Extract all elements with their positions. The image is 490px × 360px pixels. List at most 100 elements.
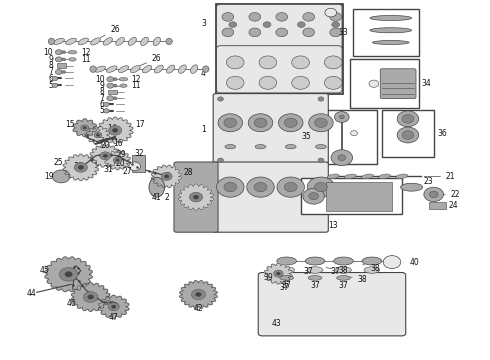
Text: 7: 7: [48, 68, 53, 77]
Circle shape: [226, 76, 244, 89]
Circle shape: [259, 76, 277, 89]
Bar: [216, 4, 343, 94]
Circle shape: [164, 175, 169, 178]
Circle shape: [194, 195, 198, 199]
Circle shape: [113, 84, 117, 87]
Circle shape: [226, 56, 244, 69]
Text: 6: 6: [48, 74, 53, 83]
Ellipse shape: [225, 144, 236, 149]
Circle shape: [107, 83, 114, 88]
Ellipse shape: [334, 257, 353, 265]
Text: 37: 37: [279, 284, 289, 292]
Ellipse shape: [120, 84, 127, 87]
Circle shape: [103, 102, 109, 107]
Circle shape: [108, 303, 119, 311]
Text: 19: 19: [44, 172, 54, 181]
Text: 38: 38: [326, 266, 348, 275]
Ellipse shape: [53, 39, 64, 44]
Circle shape: [62, 51, 66, 54]
Text: 22: 22: [443, 190, 460, 199]
Circle shape: [55, 69, 62, 75]
Circle shape: [273, 270, 283, 277]
Circle shape: [330, 13, 342, 21]
Circle shape: [303, 188, 324, 204]
Ellipse shape: [191, 65, 198, 73]
FancyBboxPatch shape: [213, 162, 328, 232]
Ellipse shape: [69, 58, 76, 61]
Text: 9: 9: [48, 55, 53, 64]
Circle shape: [263, 22, 271, 27]
Ellipse shape: [305, 257, 325, 265]
Circle shape: [324, 76, 342, 89]
Text: 13: 13: [328, 221, 338, 230]
Circle shape: [249, 28, 261, 37]
Ellipse shape: [149, 177, 165, 197]
Polygon shape: [86, 126, 110, 144]
Circle shape: [52, 170, 70, 183]
Text: 45: 45: [39, 266, 49, 275]
Ellipse shape: [119, 66, 129, 72]
Circle shape: [424, 187, 443, 202]
Text: 33: 33: [338, 28, 348, 37]
Circle shape: [107, 96, 114, 101]
Circle shape: [303, 28, 315, 37]
Circle shape: [315, 183, 327, 192]
Circle shape: [249, 13, 261, 21]
Text: 37: 37: [277, 267, 287, 276]
Ellipse shape: [285, 144, 296, 149]
Text: 6: 6: [99, 100, 104, 109]
Text: 35: 35: [301, 132, 311, 141]
Circle shape: [332, 22, 340, 27]
Text: 17: 17: [135, 120, 145, 129]
Text: 37: 37: [310, 281, 320, 289]
Circle shape: [65, 271, 73, 277]
Bar: [350, 59, 419, 108]
Circle shape: [247, 177, 274, 197]
Polygon shape: [72, 283, 110, 311]
Ellipse shape: [130, 66, 140, 73]
Ellipse shape: [308, 276, 322, 280]
Ellipse shape: [48, 38, 55, 45]
Ellipse shape: [103, 38, 112, 45]
Circle shape: [276, 13, 288, 21]
Circle shape: [113, 78, 117, 81]
Text: 26: 26: [140, 54, 162, 66]
Ellipse shape: [153, 37, 160, 46]
Text: 37: 37: [304, 267, 314, 276]
Circle shape: [109, 125, 122, 135]
Text: 40: 40: [404, 258, 419, 267]
Ellipse shape: [336, 267, 351, 273]
Ellipse shape: [344, 174, 356, 179]
Ellipse shape: [364, 267, 380, 273]
Circle shape: [55, 50, 62, 55]
Text: 38: 38: [363, 264, 380, 273]
Circle shape: [429, 191, 438, 198]
Bar: [326, 182, 392, 211]
Ellipse shape: [279, 267, 294, 273]
Text: 4: 4: [201, 69, 206, 78]
Bar: [108, 90, 117, 94]
Text: 5: 5: [99, 107, 104, 115]
Circle shape: [222, 28, 234, 37]
Ellipse shape: [143, 66, 152, 73]
Ellipse shape: [362, 257, 382, 265]
Circle shape: [259, 56, 277, 69]
Circle shape: [284, 183, 297, 192]
Bar: [429, 202, 446, 209]
Circle shape: [254, 183, 267, 192]
Circle shape: [318, 97, 324, 101]
Circle shape: [196, 292, 201, 297]
Ellipse shape: [91, 38, 100, 45]
Text: 24: 24: [448, 201, 458, 210]
Text: 15: 15: [65, 120, 74, 129]
Circle shape: [192, 289, 205, 300]
Circle shape: [218, 97, 223, 101]
Text: 10: 10: [43, 48, 53, 57]
Circle shape: [297, 22, 305, 27]
Text: 21: 21: [424, 172, 455, 181]
Text: 20: 20: [115, 159, 125, 168]
Circle shape: [59, 267, 78, 281]
Circle shape: [248, 114, 273, 132]
Ellipse shape: [277, 257, 296, 265]
Text: 34: 34: [421, 79, 431, 88]
